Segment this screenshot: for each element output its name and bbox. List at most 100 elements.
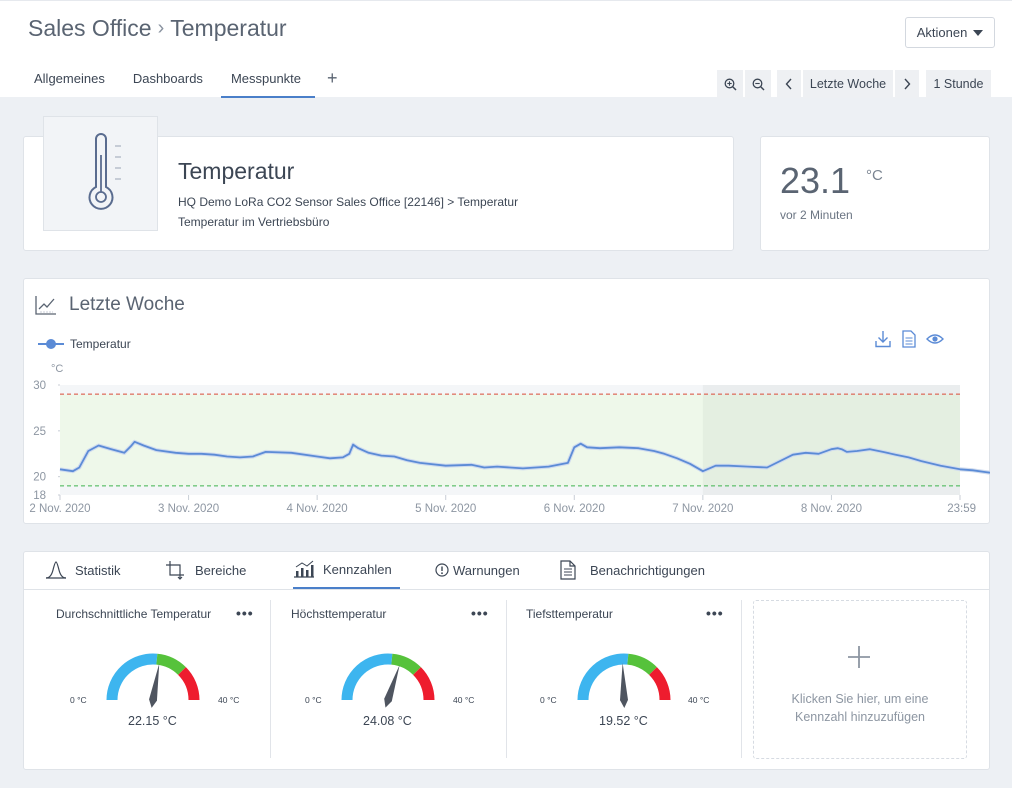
resolution-selector[interactable]: 1 Stunde xyxy=(926,70,991,98)
y-tick-label: 18 xyxy=(33,490,46,502)
x-tick-label: 7 Nov. 2020 xyxy=(672,503,733,515)
gauge-high-band xyxy=(412,667,435,701)
chart-title: Letzte Woche xyxy=(69,294,185,315)
measurement-title: Temperatur xyxy=(178,158,295,184)
caret-down-icon xyxy=(973,29,984,36)
tab-warnungen[interactable]: Warnungen xyxy=(435,551,520,589)
zoom-in-button[interactable] xyxy=(717,70,743,98)
breadcrumb-chevron-icon: › xyxy=(157,17,165,39)
tab-statistik-label: Statistik xyxy=(75,562,121,578)
tab-kennzahlen[interactable]: Kennzahlen xyxy=(293,551,400,589)
notification-document-icon xyxy=(560,560,576,580)
chevron-left-icon xyxy=(785,78,792,90)
eye-icon[interactable] xyxy=(926,333,944,345)
legend-label: Temperatur xyxy=(70,337,131,351)
zoom-in-icon xyxy=(724,78,737,91)
y-tick-label: 25 xyxy=(33,426,46,438)
warning-circle-icon xyxy=(435,563,449,577)
temperature-line-chart: °C 30 25 20 182 Nov. 2020 3 Nov. 2020 4 Nov. … xyxy=(29,363,990,515)
breadcrumb: Sales Office › Temperatur xyxy=(28,15,287,42)
top-header: Sales Office › Temperatur Aktionen Allge… xyxy=(0,0,1012,98)
kpi-menu-button[interactable]: ••• xyxy=(471,605,489,621)
x-tick-label: 23:59 xyxy=(947,503,976,515)
document-icon[interactable] xyxy=(902,330,916,348)
x-tick-label: 2 Nov. 2020 xyxy=(29,503,90,515)
x-tick-label: 4 Nov. 2020 xyxy=(287,503,348,515)
tab-bereiche[interactable]: Bereiche xyxy=(165,551,246,589)
download-icon[interactable] xyxy=(875,330,891,348)
gauge-max-label: 40 °C xyxy=(688,695,710,705)
current-unit: °C xyxy=(866,167,883,184)
kpi-title-max: Höchsttemperatur xyxy=(291,607,387,621)
crop-range-icon xyxy=(166,561,184,580)
series-line-temperatur xyxy=(59,440,990,474)
kpi-title-min: Tiefsttemperatur xyxy=(526,607,613,621)
actions-label: Aktionen xyxy=(916,25,968,40)
measurement-description: Temperatur im Vertriebsbüro xyxy=(178,215,330,229)
add-kpi-tile[interactable] xyxy=(753,600,967,759)
add-kpi-hint-line2: Kennzahl hinzuzufügen xyxy=(795,710,925,724)
previous-period-button[interactable] xyxy=(777,70,801,98)
x-tick-label: 3 Nov. 2020 xyxy=(158,503,219,515)
details-tabs: Statistik Bereiche Kennzahlen Warnungen xyxy=(23,551,990,590)
gauge-min xyxy=(577,653,671,708)
kpi-divider xyxy=(741,600,742,758)
kpi-divider xyxy=(506,600,507,758)
tab-allgemeines[interactable]: Allgemeines xyxy=(34,71,105,86)
gauge-mid-band xyxy=(391,653,421,676)
gauge-needle xyxy=(620,663,628,708)
tab-warnungen-label: Warnungen xyxy=(453,562,520,578)
thermometer-tile xyxy=(43,116,158,231)
chart-legend-item[interactable]: Temperatur xyxy=(38,337,131,351)
highlighted-period xyxy=(702,385,960,495)
tab-kennzahlen-label: Kennzahlen xyxy=(323,561,392,577)
tab-dashboards[interactable]: Dashboards xyxy=(132,71,203,86)
tab-benachrichtigungen-label: Benachrichtigungen xyxy=(590,562,705,578)
y-tick-label: 20 xyxy=(33,472,46,484)
add-tab-button[interactable]: + xyxy=(327,68,338,88)
actions-dropdown-button[interactable]: Aktionen xyxy=(905,17,995,48)
tab-messpunkte[interactable]: Messpunkte xyxy=(220,65,316,98)
gauge-high-band xyxy=(648,667,671,701)
kpi-menu-button[interactable]: ••• xyxy=(236,605,254,621)
measurement-path: HQ Demo LoRa CO2 Sensor Sales Office [22… xyxy=(178,195,519,209)
gauge-average xyxy=(106,653,200,708)
gauge-min-label: 0 °C xyxy=(540,695,557,705)
line-chart-icon xyxy=(35,296,56,315)
plus-icon[interactable] xyxy=(847,645,871,669)
target-range-band xyxy=(60,394,960,486)
zoom-out-icon xyxy=(752,78,765,91)
current-value-card xyxy=(760,136,990,251)
current-value: 23.1 xyxy=(780,160,851,201)
bell-curve-icon xyxy=(45,561,67,579)
gauge-needle xyxy=(149,663,160,708)
legend-marker-icon xyxy=(38,339,64,349)
gauge-min-label: 0 °C xyxy=(70,695,87,705)
kpi-value-average: 22.15 °C xyxy=(128,714,177,728)
bar-trend-icon xyxy=(294,560,314,578)
kpi-menu-button[interactable]: ••• xyxy=(706,605,724,621)
kpi-value-max: 24.08 °C xyxy=(363,714,412,728)
gauge-high-band xyxy=(177,667,200,701)
gauge-mid-band xyxy=(627,653,657,676)
x-tick-label: 8 Nov. 2020 xyxy=(801,503,862,515)
gauge-max xyxy=(341,653,435,708)
next-period-button[interactable] xyxy=(895,70,919,98)
kpi-value-min: 19.52 °C xyxy=(599,714,648,728)
thermometer-icon xyxy=(88,133,121,210)
breadcrumb-item-sales-office[interactable]: Sales Office xyxy=(28,15,152,41)
tab-statistik[interactable]: Statistik xyxy=(45,551,121,589)
chevron-right-icon xyxy=(904,78,911,90)
gauge-low-band xyxy=(106,653,158,701)
add-kpi-hint[interactable]: Klicken Sie hier, um eine Kennzahl hinzu… xyxy=(770,690,950,726)
kpi-divider xyxy=(270,600,271,758)
tab-benachrichtigungen[interactable]: Benachrichtigungen xyxy=(560,551,705,589)
main-tabs: Allgemeines Dashboards Messpunkte + xyxy=(24,65,338,98)
last-updated: vor 2 Minuten xyxy=(780,208,853,222)
x-tick-label: 6 Nov. 2020 xyxy=(544,503,605,515)
kpi-title-average: Durchschnittliche Temperatur xyxy=(56,607,212,621)
gauge-max-label: 40 °C xyxy=(218,695,240,705)
y-tick-label: 30 xyxy=(33,380,46,392)
zoom-out-button[interactable] xyxy=(745,70,771,98)
period-selector[interactable]: Letzte Woche xyxy=(803,70,893,98)
